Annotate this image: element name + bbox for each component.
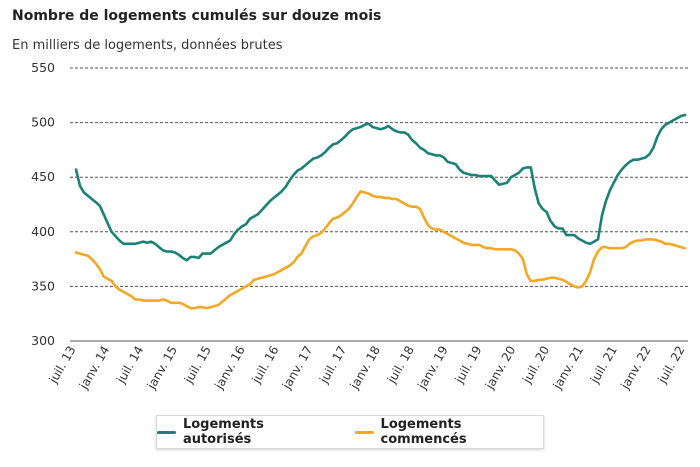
y-tick-label: 350 bbox=[31, 278, 55, 293]
x-tick-label: janv. 15 bbox=[144, 344, 180, 393]
y-tick-label: 500 bbox=[31, 115, 55, 130]
legend-swatch-autorises bbox=[157, 430, 176, 434]
x-tick-label: juil. 22 bbox=[655, 344, 688, 387]
legend-item-commences[interactable]: Logements commencés bbox=[354, 417, 543, 447]
x-tick-label: juil. 17 bbox=[316, 344, 349, 387]
legend-label-autorises: Logements autorisés bbox=[182, 417, 264, 447]
x-tick-label: juil. 21 bbox=[587, 344, 620, 387]
x-tick-label: juil. 15 bbox=[181, 344, 214, 387]
legend-swatch-commences bbox=[354, 430, 374, 434]
x-tick-label: janv. 20 bbox=[482, 344, 518, 393]
x-tick-label: janv. 21 bbox=[550, 344, 586, 393]
gridlines bbox=[70, 67, 688, 342]
legend-label-commences: Logements commencés bbox=[380, 417, 467, 447]
legend: Logements autorisés Logements commencés bbox=[156, 415, 544, 449]
x-tick-label: janv. 19 bbox=[414, 344, 450, 393]
x-tick-label: juil. 13 bbox=[46, 344, 79, 387]
x-tick-label: janv. 18 bbox=[347, 344, 383, 393]
x-tick-label: juil. 19 bbox=[452, 344, 485, 387]
y-tick-label: 550 bbox=[31, 60, 55, 75]
series-lines bbox=[74, 113, 687, 310]
series-line-commences bbox=[74, 190, 687, 310]
x-tick-label: janv. 17 bbox=[279, 344, 315, 393]
x-tick-label: janv. 14 bbox=[76, 344, 112, 393]
y-axis-ticks: 550 500 450 400 350 300 bbox=[31, 60, 55, 348]
chart-title: Nombre de logements cumulés sur douze mo… bbox=[12, 8, 382, 24]
x-tick-label: janv. 16 bbox=[211, 344, 247, 393]
chart-subtitle: En milliers de logements, données brutes bbox=[12, 38, 283, 53]
y-tick-label: 450 bbox=[31, 169, 55, 184]
y-tick-label: 300 bbox=[31, 333, 55, 348]
x-tick-label: juil. 20 bbox=[519, 344, 552, 387]
x-tick-label: juil. 18 bbox=[384, 344, 417, 387]
y-tick-label: 400 bbox=[31, 224, 55, 239]
legend-item-autorises[interactable]: Logements autorisés bbox=[157, 417, 329, 447]
x-tick-label: juil. 14 bbox=[113, 344, 146, 387]
x-tick-label: juil. 16 bbox=[249, 344, 282, 387]
x-tick-label: janv. 22 bbox=[617, 344, 653, 393]
series-line-autorises bbox=[74, 113, 687, 262]
